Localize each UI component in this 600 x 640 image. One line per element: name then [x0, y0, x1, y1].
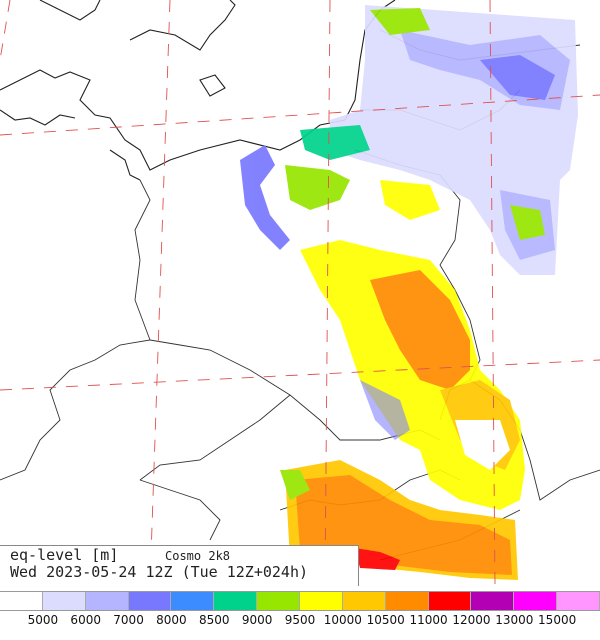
legend-tick-label: 10500 [366, 613, 405, 627]
legend-tick-label: 13000 [495, 613, 534, 627]
legend-tick-label: 15000 [538, 613, 577, 627]
legend-swatch [257, 592, 301, 610]
legend-tick-label: 8000 [156, 613, 187, 627]
legend-tick-label: 9500 [284, 613, 316, 627]
legend-tick-labels: 5000 6000 7000 8000 8500 9000 9500 10000 10500 11… [0, 613, 600, 631]
field-overlay [240, 5, 578, 580]
legend-tick-label: 6000 [70, 613, 101, 627]
legend-swatch [0, 592, 43, 610]
color-legend: 5000 6000 7000 8000 8500 9000 9500 10000 10500 11… [0, 591, 600, 640]
map-title-box: eq-level [m] Cosmo 2k8 Wed 2023-05-24 12… [0, 545, 359, 586]
legend-tick-label: 11000 [409, 613, 448, 627]
legend-swatch [342, 592, 386, 610]
legend-swatch [471, 592, 515, 610]
legend-swatch [300, 592, 343, 610]
legend-swatch [385, 592, 429, 610]
valid-time: Wed 2023-05-24 12Z (Tue 12Z+024h) [10, 563, 309, 581]
map-area [0, 0, 600, 585]
legend-swatch [171, 592, 215, 610]
graticule [0, 0, 600, 585]
legend-tick-label: 12000 [452, 613, 491, 627]
field-title: eq-level [m] [10, 546, 119, 564]
coastline [0, 0, 396, 181]
legend-swatch [428, 592, 472, 610]
legend-tick-label: 9000 [241, 613, 273, 627]
legend-color-bar [0, 591, 600, 611]
legend-swatch [514, 592, 558, 610]
legend-swatch [128, 592, 172, 610]
legend-tick-label: 10000 [323, 613, 362, 627]
legend-swatch [214, 592, 258, 610]
legend-swatch [85, 592, 129, 610]
legend-tick-label: 7000 [113, 613, 144, 627]
model-name: Cosmo 2k8 [165, 549, 231, 563]
legend-swatch [557, 592, 600, 610]
map-canvas [0, 0, 600, 585]
legend-tick-label: 5000 [27, 613, 59, 627]
legend-swatch [42, 592, 86, 610]
legend-tick-label: 8500 [199, 613, 230, 627]
